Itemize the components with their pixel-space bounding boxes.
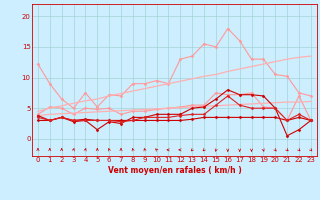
X-axis label: Vent moyen/en rafales ( km/h ): Vent moyen/en rafales ( km/h ) <box>108 166 241 175</box>
